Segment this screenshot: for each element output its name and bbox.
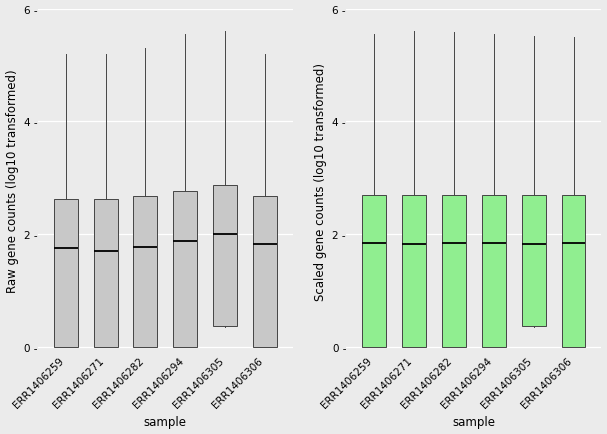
PathPatch shape — [93, 199, 118, 347]
PathPatch shape — [362, 195, 386, 347]
Y-axis label: Scaled gene counts (log10 transformed): Scaled gene counts (log10 transformed) — [314, 62, 327, 300]
PathPatch shape — [213, 185, 237, 326]
PathPatch shape — [174, 191, 197, 347]
Y-axis label: Raw gene counts (log10 transformed): Raw gene counts (log10 transformed) — [5, 69, 19, 293]
PathPatch shape — [442, 195, 466, 347]
PathPatch shape — [482, 195, 506, 347]
PathPatch shape — [402, 195, 426, 347]
PathPatch shape — [521, 195, 546, 326]
PathPatch shape — [53, 199, 78, 347]
PathPatch shape — [134, 197, 157, 347]
X-axis label: sample: sample — [144, 415, 187, 428]
X-axis label: sample: sample — [452, 415, 495, 428]
PathPatch shape — [253, 197, 277, 347]
PathPatch shape — [561, 195, 586, 347]
